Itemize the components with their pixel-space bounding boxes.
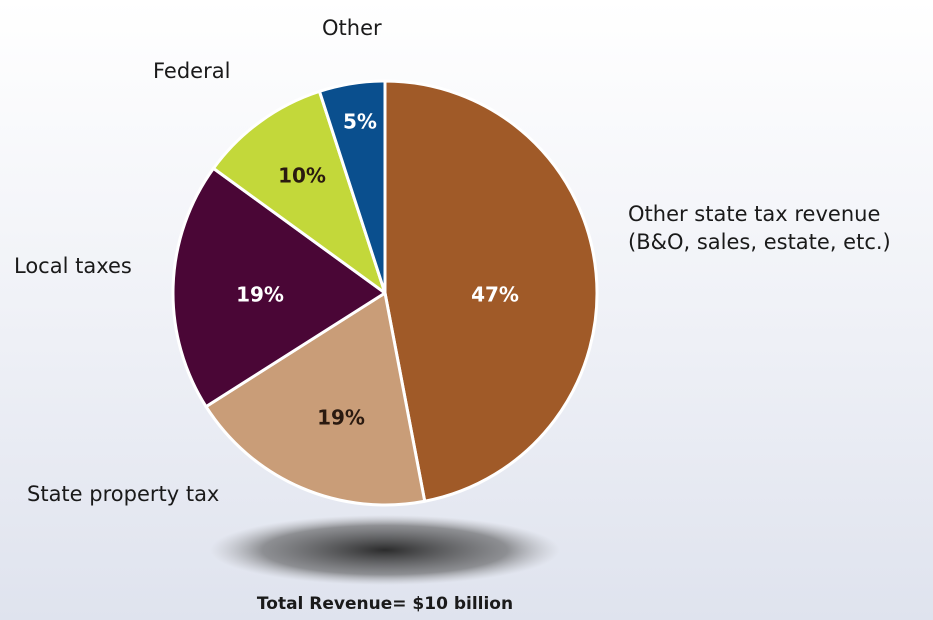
category-label: State property tax: [27, 482, 220, 506]
category-label: Local taxes: [14, 254, 132, 278]
category-label: Other: [322, 16, 382, 40]
value-label: 5%: [343, 110, 377, 134]
value-label: 10%: [278, 164, 326, 188]
category-label: Other state tax revenue (B&O, sales, est…: [628, 202, 891, 254]
pie: 47% 19% 19% 10% 5%: [171, 79, 599, 507]
category-label: Federal: [153, 59, 231, 83]
shadow: [210, 515, 560, 585]
slice: [204, 291, 427, 507]
value-label: 47%: [471, 283, 519, 307]
value-label: 19%: [317, 406, 365, 430]
value-label: 19%: [236, 283, 284, 307]
slice: [171, 166, 387, 409]
footnote: Total Revenue= $10 billion: [256, 594, 514, 614]
slice: [211, 89, 387, 295]
slice: [383, 79, 599, 503]
slice: [317, 79, 387, 295]
